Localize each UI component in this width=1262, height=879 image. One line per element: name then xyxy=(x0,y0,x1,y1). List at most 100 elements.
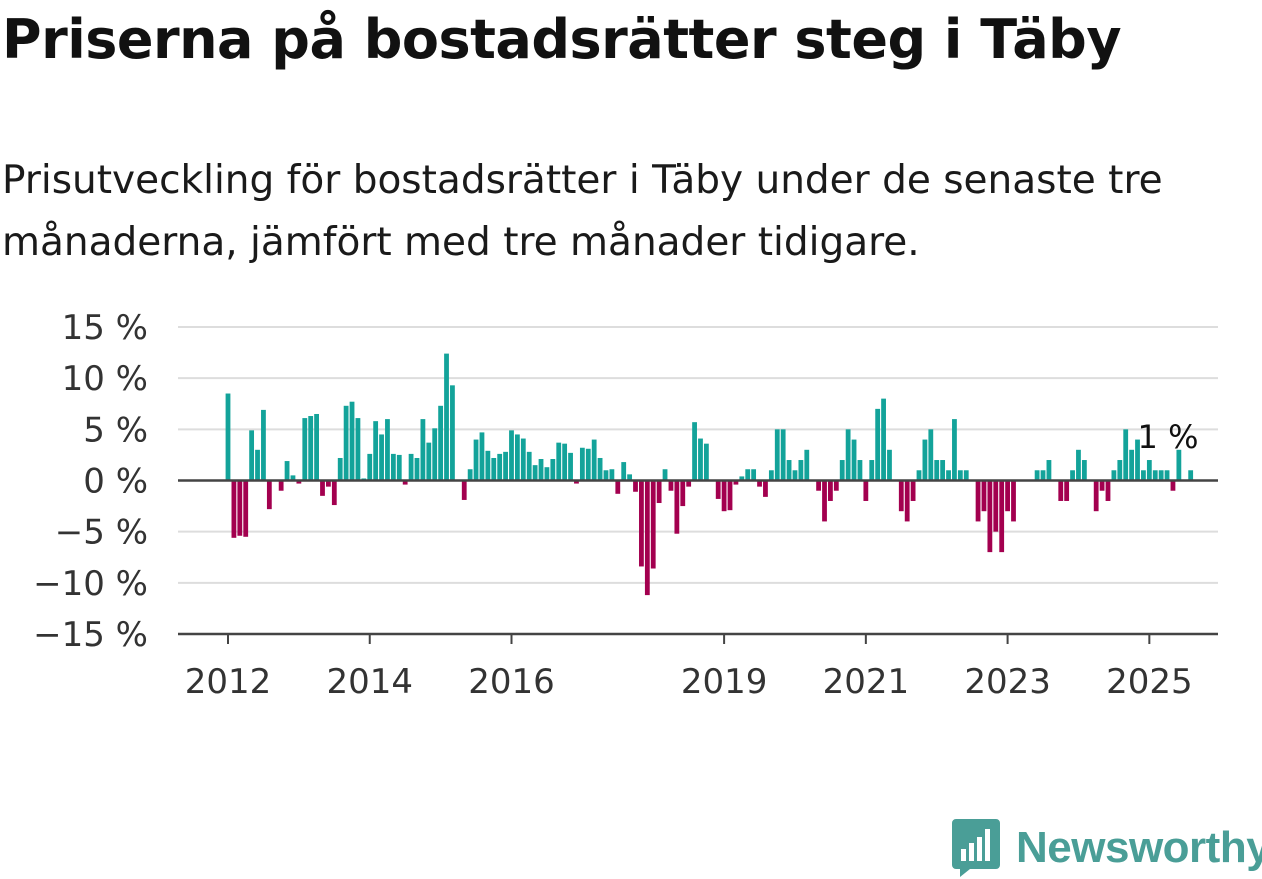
bar xyxy=(579,447,585,481)
bar xyxy=(231,480,237,538)
bar xyxy=(396,454,402,481)
bar xyxy=(225,393,231,481)
bar xyxy=(603,470,609,481)
bar xyxy=(703,443,709,481)
bar xyxy=(408,453,414,481)
bar xyxy=(1146,460,1152,481)
bar xyxy=(237,480,243,536)
bar xyxy=(869,460,875,481)
bar xyxy=(520,438,526,481)
last-value-label: 1 % xyxy=(1138,418,1199,456)
bar xyxy=(243,480,249,537)
bar xyxy=(503,451,508,481)
x-tick-label: 2016 xyxy=(468,662,555,702)
bar xyxy=(485,450,491,481)
y-tick-label: −10 % xyxy=(33,564,148,604)
bar xyxy=(946,470,951,481)
bar xyxy=(828,480,833,501)
bar xyxy=(656,480,662,504)
bar-chart: 15 % 10 % 5 % 0 % −5 % −10 % −15 % 2012 2014 2016… xyxy=(33,308,1218,702)
bar xyxy=(887,449,892,481)
bar xyxy=(249,430,255,481)
bar xyxy=(349,401,355,481)
bar xyxy=(833,480,839,491)
bar xyxy=(662,469,668,481)
bar xyxy=(904,480,910,522)
bar xyxy=(432,428,438,481)
bar xyxy=(479,432,485,481)
bar xyxy=(1076,449,1081,481)
bar xyxy=(1070,470,1075,481)
bar xyxy=(993,480,999,532)
bar xyxy=(526,451,532,481)
bar xyxy=(1164,470,1170,481)
bar xyxy=(296,480,302,484)
bars xyxy=(225,353,1194,596)
bar xyxy=(1135,439,1140,481)
bar xyxy=(1099,480,1105,491)
bar xyxy=(999,480,1005,553)
chart-subtitle: Prisutveckling för bostadsrätter i Täby … xyxy=(2,158,1163,265)
bar xyxy=(1141,470,1146,481)
bar xyxy=(367,453,373,481)
y-tick-label: −15 % xyxy=(33,615,148,655)
bar xyxy=(355,418,361,481)
newsworthy-brand: Newsworthy xyxy=(952,818,1262,878)
bar xyxy=(568,452,573,481)
bar xyxy=(473,439,479,481)
bar xyxy=(1064,480,1070,501)
grid-lines xyxy=(178,326,1218,584)
bar xyxy=(916,470,922,481)
bar xyxy=(467,469,473,481)
bar xyxy=(1093,480,1099,512)
bar xyxy=(402,480,408,485)
bar xyxy=(934,460,940,481)
bar xyxy=(692,422,697,481)
bar xyxy=(668,480,674,491)
bar xyxy=(981,480,987,512)
bar xyxy=(774,429,780,481)
bar xyxy=(1005,480,1010,512)
bar xyxy=(574,480,579,484)
bar xyxy=(491,457,497,481)
bar xyxy=(373,421,379,481)
bar xyxy=(343,405,349,481)
bar xyxy=(804,449,810,481)
tick-labels: 15 % 10 % 5 % 0 % −5 % −10 % −15 % 2012 2014 2016… xyxy=(33,308,1198,702)
bar xyxy=(745,469,751,481)
bar xyxy=(444,353,449,481)
bar xyxy=(1040,470,1046,481)
bar xyxy=(390,453,396,481)
bar xyxy=(686,480,692,487)
bar xyxy=(261,409,266,481)
bar xyxy=(1129,449,1135,481)
bar xyxy=(308,416,314,481)
bar xyxy=(1011,480,1016,522)
bar xyxy=(715,480,721,499)
bar xyxy=(514,434,520,481)
bar xyxy=(420,419,426,481)
bar xyxy=(940,460,946,481)
bar xyxy=(881,398,886,481)
bar xyxy=(1176,449,1182,481)
bar xyxy=(591,439,597,481)
x-tick-label: 2025 xyxy=(1106,662,1193,702)
bar xyxy=(284,461,290,481)
bar xyxy=(278,480,284,491)
bar xyxy=(538,459,544,481)
bar xyxy=(763,480,768,497)
bar xyxy=(1152,470,1158,481)
bar xyxy=(621,462,627,481)
bar xyxy=(497,453,503,481)
bar xyxy=(556,442,562,481)
bar xyxy=(845,429,851,481)
bar xyxy=(314,413,319,481)
bar xyxy=(597,457,603,481)
bar xyxy=(863,480,869,501)
page-title: Priserna på bostadsrätter steg i Täby xyxy=(2,8,1122,71)
bar xyxy=(739,476,745,481)
bar xyxy=(910,480,916,501)
bar xyxy=(857,460,863,481)
bar xyxy=(633,480,638,492)
bar xyxy=(839,460,845,481)
